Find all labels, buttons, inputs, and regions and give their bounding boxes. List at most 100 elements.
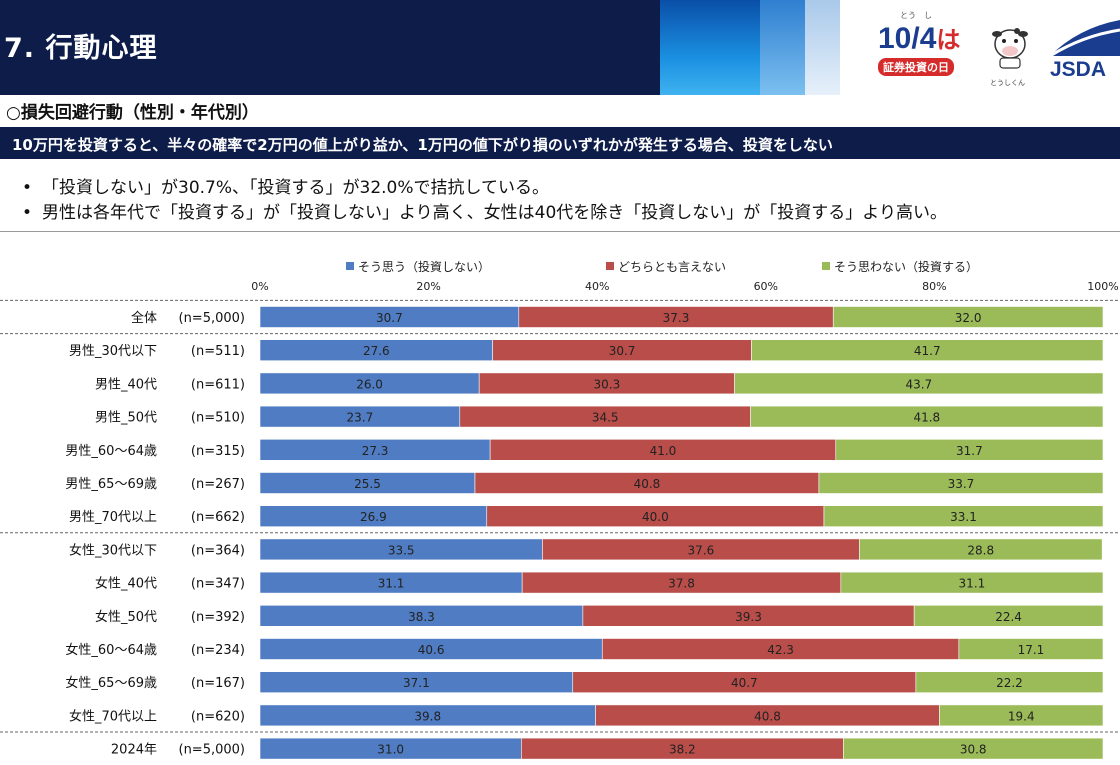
data-label: 41.7 <box>914 344 941 358</box>
bar-segment <box>835 439 1104 461</box>
bullet-item: • 「投資しない」が30.7%、「投資する」が32.0%で拮抗している。 <box>22 176 947 201</box>
data-label: 25.5 <box>354 477 381 491</box>
data-label: 32.0 <box>955 311 982 325</box>
jsda-logo-text: JSDA <box>1050 58 1107 81</box>
bullet-text: 男性は各年代で「投資する」が「投資しない」より高く、女性は40代を除き「投資しな… <box>42 203 947 223</box>
legend-label: どちらとも言えない <box>618 260 727 274</box>
category-label: 男性_30代以下 <box>69 344 157 359</box>
data-label: 30.8 <box>960 743 987 757</box>
data-label: 33.1 <box>950 510 977 524</box>
header-stripe <box>805 0 840 95</box>
legend-swatch <box>822 262 830 270</box>
bullet-mark: • <box>22 203 33 223</box>
data-label: 40.6 <box>418 643 445 657</box>
data-label: 40.7 <box>731 676 758 690</box>
bar-segment <box>832 306 1104 328</box>
divider <box>0 231 1120 232</box>
category-label: 男性_60～64歳 <box>65 444 157 459</box>
data-label: 27.6 <box>363 344 390 358</box>
bar-segment <box>818 472 1104 494</box>
sample-size-label: (n=267) <box>191 477 245 492</box>
data-label: 30.7 <box>609 344 636 358</box>
data-label: 30.3 <box>594 377 621 391</box>
data-label: 40.8 <box>754 709 781 723</box>
section-title: ○損失回避行動（性別・年代別） <box>6 103 259 123</box>
legend-swatch <box>606 262 614 270</box>
category-label: 女性_50代 <box>95 609 157 625</box>
data-label: 28.8 <box>967 543 994 557</box>
category-label: 全体 <box>131 310 157 326</box>
data-label: 22.4 <box>995 610 1022 624</box>
data-label: 17.1 <box>1018 643 1045 657</box>
x-tick-label: 20% <box>416 280 440 293</box>
data-label: 37.8 <box>668 577 695 591</box>
bar-segment <box>751 339 1104 361</box>
data-label: 34.5 <box>592 411 619 425</box>
legend-item-not-invest: そう思う（投資しない） <box>346 258 490 275</box>
data-label: 31.1 <box>959 577 986 591</box>
data-label: 39.3 <box>735 610 762 624</box>
bar-segment <box>939 704 1104 727</box>
sample-size-label: (n=392) <box>191 610 245 625</box>
sample-size-label: (n=662) <box>191 510 245 525</box>
logo-ha: は <box>936 27 961 54</box>
x-tick-label: 100% <box>1087 280 1118 293</box>
logo-date: 10/4 <box>878 22 937 55</box>
logo-subtitle: 証券投資の日 <box>878 58 954 76</box>
cow-mascot-icon <box>992 28 1028 69</box>
category-label: 女性_60～64歳 <box>65 642 157 658</box>
sample-size-label: (n=364) <box>191 543 245 558</box>
bar-segment <box>958 638 1104 660</box>
sample-size-label: (n=5,000) <box>179 743 246 758</box>
data-label: 41.8 <box>913 411 940 425</box>
x-tick-label: 60% <box>754 280 778 293</box>
bullet-item: • 男性は各年代で「投資する」が「投資しない」より高く、女性は40代を除き「投資し… <box>22 201 947 226</box>
category-label: 女性_30代以下 <box>69 542 157 558</box>
data-label: 22.2 <box>996 676 1023 690</box>
data-label: 43.7 <box>905 377 932 391</box>
legend-swatch <box>346 262 354 270</box>
data-label: 37.3 <box>663 311 690 325</box>
header-stripe <box>760 0 805 95</box>
data-label: 27.3 <box>362 444 389 458</box>
x-tick-label: 80% <box>922 280 946 293</box>
sample-size-label: (n=510) <box>191 411 245 426</box>
stacked-bar-chart: 0% 20% 40% 60% 80% 100% 全体 (n=5,000) 30.7 37.3 32.… <box>0 280 1120 760</box>
data-label: 40.0 <box>642 510 669 524</box>
data-label: 26.9 <box>360 510 387 524</box>
bullet-text: 「投資しない」が30.7%、「投資する」が32.0%で拮抗している。 <box>42 178 549 198</box>
page-title: 7. 行動心理 <box>4 33 158 64</box>
bar-segment <box>843 737 1104 760</box>
x-tick-label: 0% <box>251 280 268 293</box>
category-label: 女性_65～69歳 <box>65 675 157 691</box>
sample-size-label: (n=511) <box>191 344 245 359</box>
data-label: 38.2 <box>669 743 696 757</box>
question-bar: 10万円を投資すると、半々の確率で2万円の値上がり益か、1万円の値下がり損のいず… <box>0 127 1120 159</box>
bar-segment <box>913 604 1104 627</box>
data-label: 19.4 <box>1008 709 1035 723</box>
data-label: 33.7 <box>948 477 975 491</box>
data-label: 31.1 <box>378 577 405 591</box>
bar-segment <box>859 538 1103 561</box>
category-label: 女性_70代以上 <box>69 708 157 724</box>
data-label: 26.0 <box>356 377 383 391</box>
category-label: 男性_70代以上 <box>69 510 157 525</box>
sample-size-label: (n=167) <box>191 676 245 691</box>
data-label: 37.1 <box>403 676 430 690</box>
question-text: 10万円を投資すると、半々の確率で2万円の値上がり益か、1万円の値下がり損のいず… <box>12 136 833 154</box>
sample-size-label: (n=347) <box>191 577 245 592</box>
chart-legend: そう思う（投資しない） どちらとも言えない そう思わない（投資する） <box>0 258 1120 274</box>
data-label: 30.7 <box>376 311 403 325</box>
data-label: 31.7 <box>956 444 983 458</box>
bar-segment <box>915 671 1104 694</box>
logo-area: とう し 10/4は 証券投資の日 とうしくん JSDA <box>840 0 1120 95</box>
data-label: 23.7 <box>347 411 374 425</box>
bar-segment <box>823 505 1104 527</box>
logo-ruby: とう し <box>900 11 932 20</box>
jsda-logo-icon <box>1049 20 1120 58</box>
category-label: 男性_40代 <box>95 377 157 392</box>
category-label: 男性_50代 <box>95 411 157 426</box>
data-label: 41.0 <box>650 444 677 458</box>
data-label: 40.8 <box>634 477 661 491</box>
bar-segment <box>734 372 1104 395</box>
